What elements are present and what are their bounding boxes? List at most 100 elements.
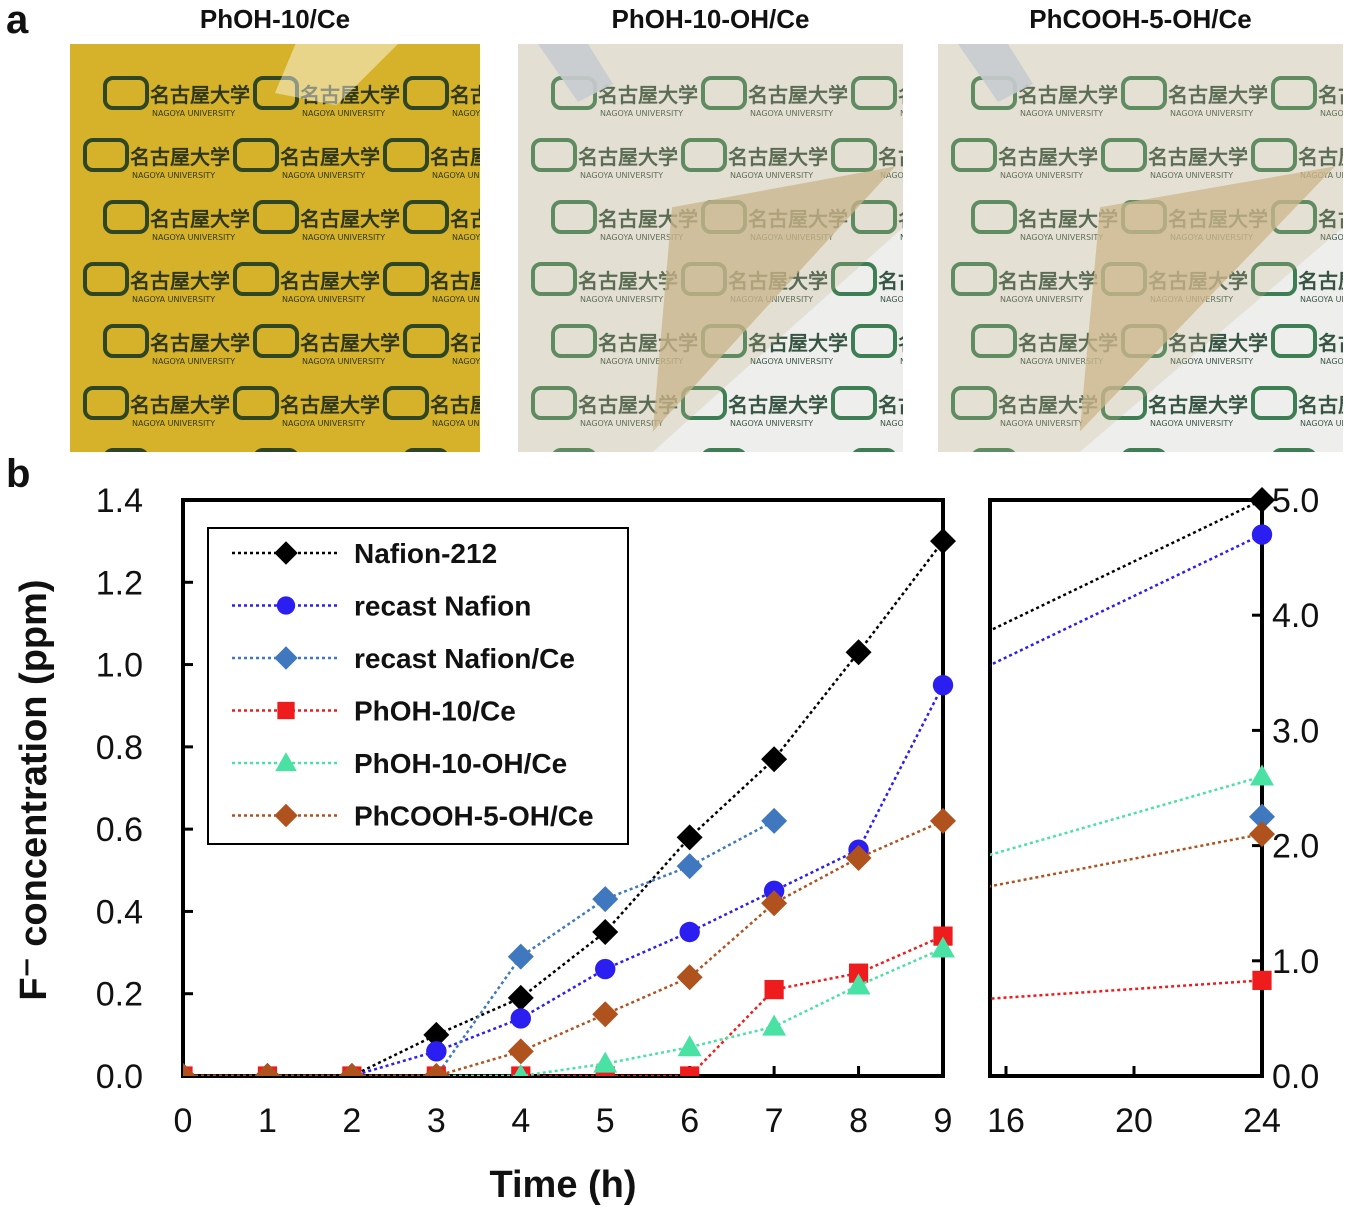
english-pattern-text: NAGOYA UNIVERSITY [452,109,480,118]
kanji-pattern-text: 名古屋大学 [450,207,480,231]
university-logo-icon [253,76,299,110]
english-pattern-text: NAGOYA UNIVERSITY [1000,295,1083,304]
university-logo-icon [851,324,897,358]
photo-2-title: PhOH-10-OH/Ce [611,4,810,34]
english-pattern-text: NAGOYA UNIVERSITY [900,233,903,242]
left-y-tick-label: 1.0 [96,647,143,685]
kanji-pattern-text: 名古屋大学 [578,145,678,169]
english-pattern-text: NAGOYA UNIVERSITY [730,419,813,428]
tweezer-tip [958,44,1033,102]
right-x-tick-label: 24 [1243,1102,1281,1140]
english-pattern-text: NAGOYA UNIVERSITY [282,171,365,180]
university-logo-icon [83,386,129,420]
data-point-recast-nafion-ce [592,886,619,913]
data-point-phcooh-5-oh-ce [423,1063,450,1076]
legend-label-recast-nafion: recast Nafion [354,591,531,622]
kanji-pattern-text: 名古屋大学 [898,207,903,231]
y-axis-label: F⁻ concentration (ppm) [13,579,55,1000]
university-logo-icon [551,324,597,358]
english-pattern-text: NAGOYA UNIVERSITY [282,419,365,428]
series-line-phcooh-5-oh-ce [183,819,944,1076]
data-point-recast-nafion-ce [676,853,703,880]
university-logo-icon [851,200,897,234]
university-logo-icon [701,76,747,110]
kanji-pattern-text: 名古屋大学 [450,83,480,107]
kanji-pattern-text: 名古屋大学 [1018,83,1118,107]
english-pattern-text: NAGOYA UNIVERSITY [432,419,480,428]
english-pattern-text: NAGOYA UNIVERSITY [1020,357,1103,366]
english-pattern-text: NAGOYA UNIVERSITY [1000,419,1083,428]
university-logo-icon [255,448,297,452]
data-point-phoh-10-oh-ce [846,973,871,995]
data-point-phoh-10-oh-ce [931,936,955,958]
kanji-pattern-text: 名古屋大学 [998,269,1098,293]
english-pattern-text: NAGOYA UNIVERSITY [432,295,480,304]
kanji-pattern-text: 名古屋大学 [130,145,230,169]
legend-marker-recast-nafion [276,596,296,615]
english-pattern-text: NAGOYA UNIVERSITY [302,357,385,366]
university-logo-icon [1101,138,1147,172]
university-logo-icon [831,262,877,296]
university-logo-icon [253,200,299,234]
university-logo-icon [253,324,299,358]
kanji-pattern-text: 名古屋大学 [280,145,380,169]
series-line-long-nafion-212 [990,498,1263,632]
university-logo-icon [1251,138,1297,172]
kanji-pattern-text: 名古屋大学 [728,145,828,169]
english-pattern-text: NAGOYA UNIVERSITY [1170,109,1253,118]
series-line-long-phoh-10-oh-ce [990,775,1263,857]
university-logo-icon [681,138,727,172]
english-pattern-text: NAGOYA UNIVERSITY [282,295,365,304]
data-point-recast-nafion [932,674,954,696]
university-logo-icon [1271,76,1317,110]
data-point-phcooh-5-oh-ce [338,1063,365,1076]
data-point-phoh-10-oh-ce [513,1064,528,1076]
kanji-pattern-text: 名古屋大学 [898,83,903,107]
university-logo-icon [531,138,577,172]
data-point-phcooh-5-oh-ce [930,807,956,834]
data-point-phoh-10-oh-ce [762,1014,787,1036]
legend-label-phcooh-5-oh-ce: PhCOOH-5-OH/Ce [354,801,594,832]
left-x-tick-label: 5 [596,1102,615,1140]
data-point-phoh-10-oh-ce [593,1051,618,1073]
fluoride-release-chart: 0.0 0.2 0.4 0.6 0.8 1.0 1.2 1.4 0 1 2 3 4 5 6 7 8 9 0.0 1.… [13,482,1319,1206]
kanji-pattern-text: 名古屋大学 [280,269,380,293]
english-pattern-text: NAGOYA UNIVERSITY [452,357,480,366]
right-y-tick-label: 5.0 [1272,482,1319,520]
english-pattern-text: NAGOYA UNIVERSITY [750,109,833,118]
data-point-nafion-212 [507,984,534,1011]
kanji-pattern-text: 名古屋大学 [430,269,480,293]
legend-marker-nafion-212 [274,541,298,565]
membrane-photo-phoh-10-ce: 名古屋大学 NAGOYA UNIVERSITY 名古屋大学 NAGOYA UNIVER… [70,44,480,452]
english-pattern-text: NAGOYA UNIVERSITY [152,109,235,118]
series-line-phoh-10-oh-ce [183,947,944,1076]
english-pattern-text: NAGOYA UNIVERSITY [302,233,385,242]
legend-marker-phcooh-5-oh-ce [274,803,298,828]
kanji-pattern-text: 名古屋大学 [130,269,230,293]
left-y-tick-label: 1.2 [96,564,143,602]
data-point-recast-nafion [510,1008,531,1029]
english-pattern-text: NAGOYA UNIVERSITY [1020,233,1103,242]
university-logo-icon [403,324,449,358]
left-x-tick-label: 3 [427,1102,446,1140]
data-point-phcooh-5-oh-ce [507,1038,534,1065]
kanji-pattern-text: 名古屋大学 [878,393,903,417]
university-logo-icon [553,448,595,452]
membrane-curl [1079,166,1335,432]
data-point-phcooh-5-oh-ce [183,1063,196,1076]
english-pattern-text: NAGOYA UNIVERSITY [1300,295,1343,304]
data-point-long-nafion-212 [1249,487,1275,513]
english-pattern-text: NAGOYA UNIVERSITY [600,233,683,242]
left-y-tick-label: 1.4 [96,482,143,520]
data-point-nafion-212 [592,919,619,945]
kanji-pattern-text: 名古屋大学 [430,393,480,417]
right-plot-area: 0.0 1.0 2.0 3.0 4.0 5.0 16 20 24 [987,482,1319,1140]
kanji-pattern-text: 名古屋大学 [130,393,230,417]
english-pattern-text: NAGOYA UNIVERSITY [580,171,663,180]
kanji-pattern-text: 名古屋大学 [1318,207,1343,231]
english-pattern-text: NAGOYA UNIVERSITY [1320,109,1343,118]
university-logo-icon [233,386,279,420]
kanji-pattern-text: 名古屋大学 [1318,331,1343,355]
kanji-pattern-text: 名古屋大学 [998,393,1098,417]
english-pattern-text: NAGOYA UNIVERSITY [880,171,903,180]
